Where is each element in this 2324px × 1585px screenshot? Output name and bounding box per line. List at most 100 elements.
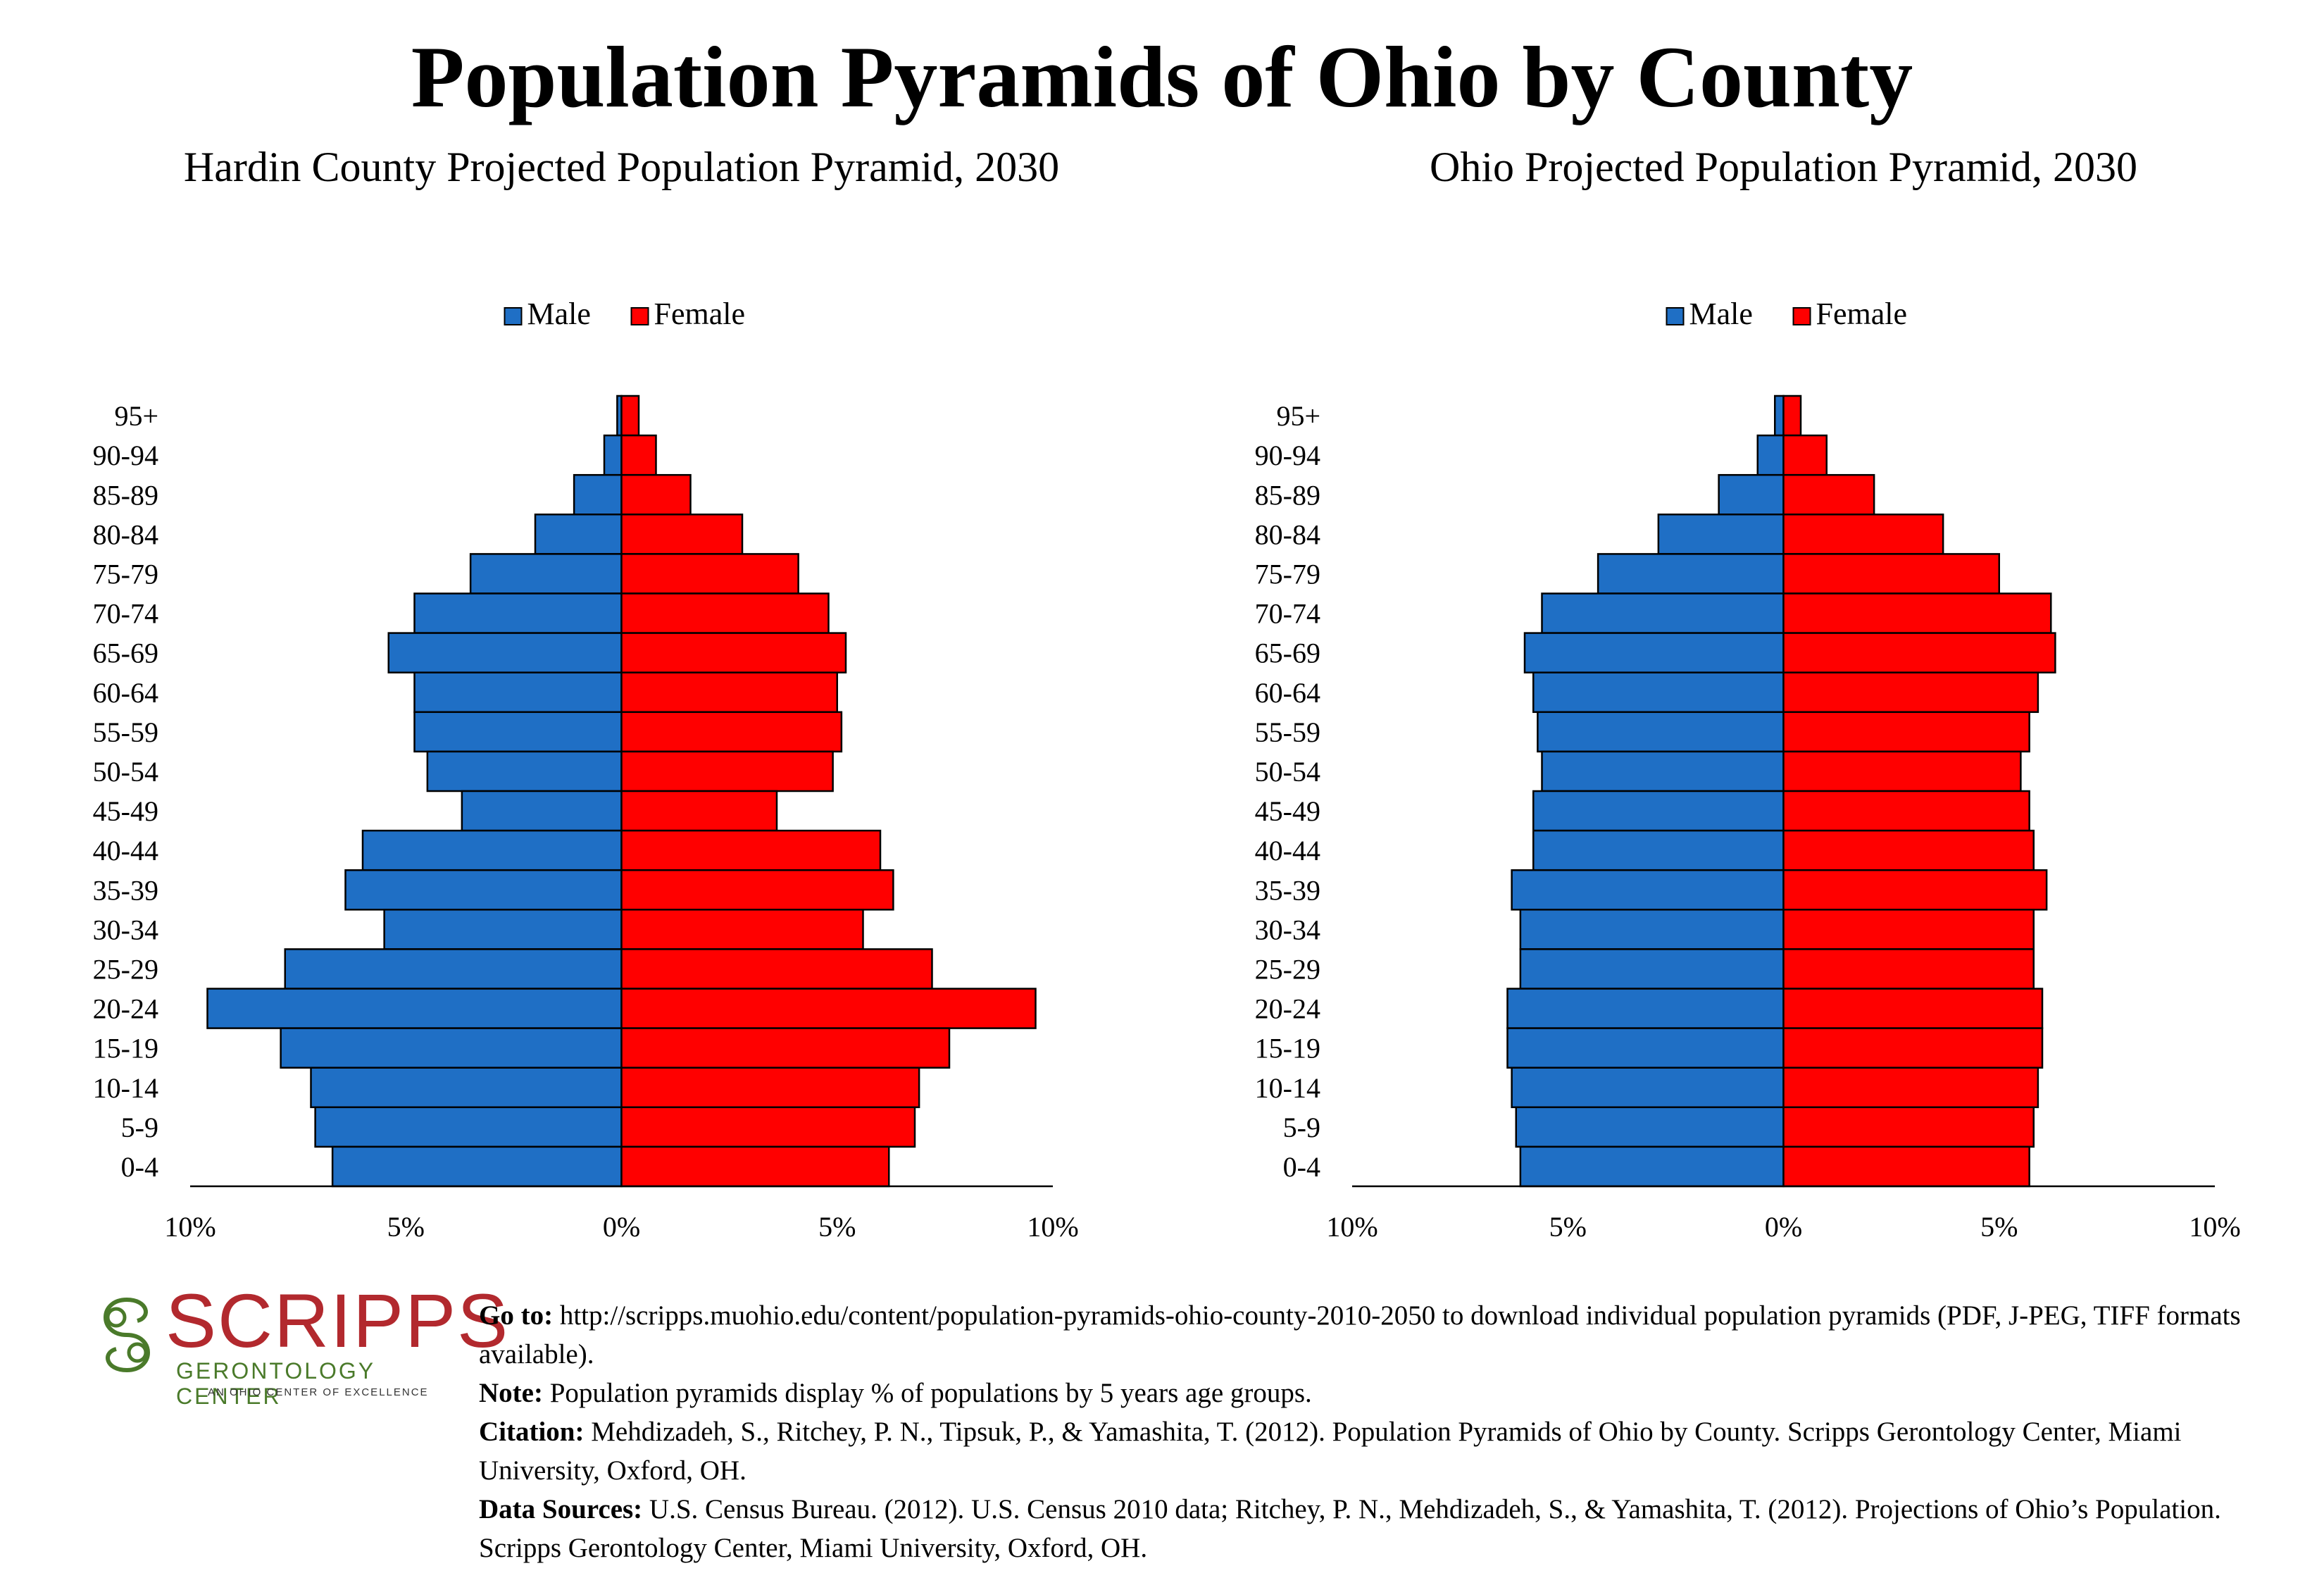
male-bar-35-39 [1511,869,1785,911]
female-bar-45-49 [620,790,778,832]
x-tick-label: 0% [603,1211,640,1243]
age-label-50-54: 50-54 [93,756,158,788]
female-bar-20-24 [620,988,1037,1029]
female-bar-10-14 [620,1067,920,1109]
female-bar-60-64 [620,671,838,714]
x-tick-label: 5% [1980,1211,2018,1243]
male-bar-90-94 [603,434,623,476]
note-note: Note: Population pyramids display % of p… [479,1374,2303,1412]
age-label-70-74: 70-74 [93,598,158,630]
age-label-65-69: 65-69 [1255,638,1320,669]
age-label-25-29: 25-29 [1255,953,1320,985]
male-bar-55-59 [1537,711,1785,753]
female-bar-50-54 [1782,750,2022,792]
female-bar-25-29 [620,948,933,990]
hardin-pyramid-chart: Hardin County Projected Population Pyram… [93,144,1079,1243]
scripps-logo: SCRIPPS GERONTOLOGY CENTER AN OHIO CENTE… [85,1282,508,1409]
female-bar-10-14 [1782,1067,2039,1109]
x-tick-label: 0% [1765,1211,1802,1243]
female-bar-70-74 [620,592,830,634]
age-label-15-19: 15-19 [1255,1033,1320,1064]
age-label-45-49: 45-49 [1255,795,1320,827]
male-bar-50-54 [426,750,623,792]
female-bar-95+ [620,394,640,437]
male-bar-65-69 [1523,632,1785,673]
age-label-60-64: 60-64 [93,677,158,709]
male-bar-15-19 [280,1027,623,1069]
legend: Male Female [504,297,745,331]
female-bar-70-74 [1782,592,2052,634]
sources-label: Data Sources: [479,1494,643,1524]
female-bar-15-19 [1782,1027,2044,1069]
age-label-75-79: 75-79 [1255,558,1320,590]
legend-male-swatch [504,307,523,325]
age-label-5-9: 5-9 [1283,1112,1320,1143]
legend: Male Female [1666,297,1908,331]
age-label-80-84: 80-84 [93,518,158,550]
age-label-40-44: 40-44 [1255,835,1320,866]
age-label-30-34: 30-34 [1255,914,1320,945]
female-bar-50-54 [620,750,834,792]
x-tick-label: 5% [1549,1211,1587,1243]
age-label-55-59: 55-59 [93,716,158,748]
age-label-80-84: 80-84 [1255,518,1320,550]
scripps-swirl-icon [104,1298,150,1373]
legend-male-label: Male [527,297,591,331]
age-label-0-4: 0-4 [1283,1151,1320,1183]
sources-note: Data Sources: U.S. Census Bureau. (2012)… [479,1490,2303,1567]
age-label-0-4: 0-4 [121,1151,158,1183]
female-bar-15-19 [620,1027,951,1069]
x-tick-label: 5% [387,1211,425,1243]
female-bar-95+ [1782,394,1802,437]
male-bar-0-4 [331,1145,623,1188]
male-bar-30-34 [1519,909,1785,950]
age-label-45-49: 45-49 [93,795,158,827]
legend-female-swatch [1792,307,1811,325]
logo-tagline: AN OHIO CENTER OF EXCELLENCE [208,1386,429,1398]
age-label-35-39: 35-39 [1255,874,1320,906]
age-label-60-64: 60-64 [1255,677,1320,709]
legend-male-label: Male [1689,297,1753,331]
male-bar-80-84 [1657,514,1785,555]
male-bar-85-89 [573,473,623,516]
logo-subtitle: GERONTOLOGY CENTER [176,1358,375,1409]
female-bar-75-79 [1782,553,2000,595]
x-tick-label: 5% [818,1211,856,1243]
female-bar-55-59 [620,711,843,753]
male-bar-45-49 [1532,790,1785,832]
female-bar-20-24 [1782,988,2044,1029]
female-bar-85-89 [1782,473,1875,516]
male-bar-10-14 [310,1067,623,1109]
male-bar-70-74 [1541,592,1785,634]
age-label-40-44: 40-44 [93,835,158,866]
female-bar-30-34 [1782,909,2035,950]
age-label-95+: 95+ [1276,400,1320,432]
male-bar-65-69 [387,632,623,673]
age-label-25-29: 25-29 [93,953,158,985]
logo-name: SCRIPPS [165,1278,510,1363]
male-bar-60-64 [1532,671,1785,714]
sources-text: U.S. Census Bureau. (2012). U.S. Census … [479,1494,2221,1563]
male-bar-5-9 [314,1106,623,1148]
female-bar-90-94 [1782,434,1828,476]
female-bar-5-9 [620,1106,916,1148]
female-bar-0-4 [1782,1145,2030,1188]
female-bar-0-4 [620,1145,890,1188]
female-bar-40-44 [1782,829,2035,871]
legend-female-label: Female [1816,297,1908,331]
age-label-85-89: 85-89 [1255,479,1320,511]
female-bar-40-44 [620,829,882,871]
x-tick-label: 10% [164,1211,215,1243]
male-bar-10-14 [1511,1067,1785,1109]
female-bar-45-49 [1782,790,2030,832]
age-label-65-69: 65-69 [93,638,158,669]
goto-note: Go to: http://scripps.muohio.edu/content… [479,1296,2303,1374]
female-bar-65-69 [1782,632,2056,673]
male-bar-15-19 [1506,1027,1785,1069]
note-label: Note: [479,1378,543,1408]
x-tick-label: 10% [1326,1211,1377,1243]
legend-female-swatch [630,307,649,325]
male-bar-35-39 [344,869,623,911]
male-bar-60-64 [413,671,623,714]
male-bar-40-44 [1532,829,1785,871]
